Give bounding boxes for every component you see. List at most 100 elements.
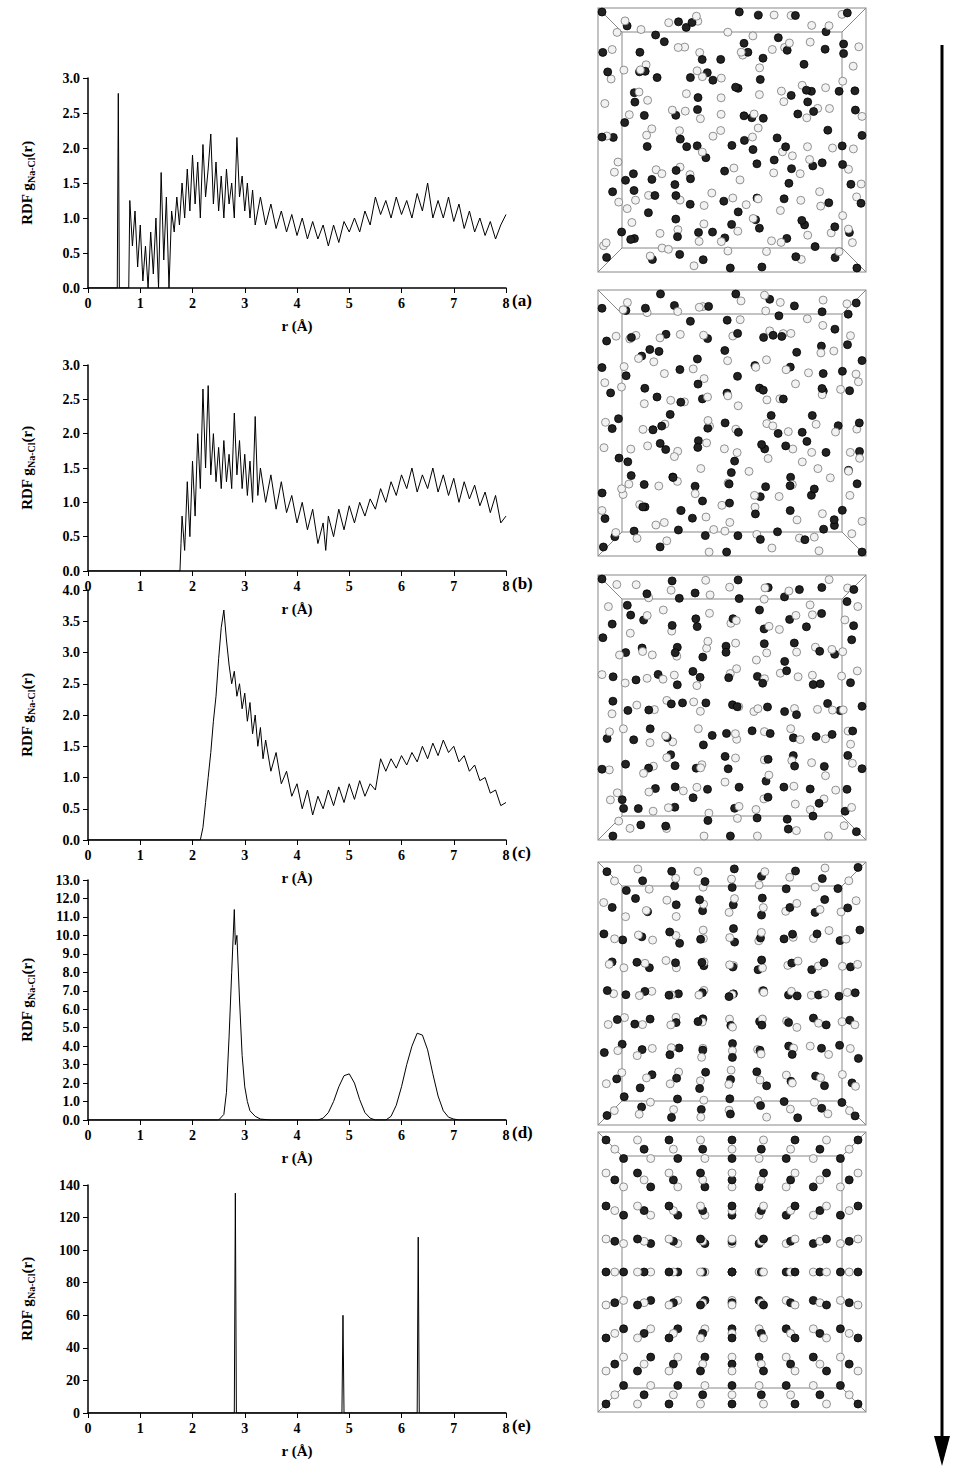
svg-text:80: 80	[66, 1275, 80, 1290]
svg-text:Na-Cl: Na-Cl	[26, 689, 37, 715]
svg-text:2: 2	[189, 296, 196, 311]
svg-text:0.5: 0.5	[63, 529, 81, 544]
svg-text:(r): (r)	[19, 958, 36, 975]
svg-text:r (Å): r (Å)	[282, 1150, 313, 1167]
svg-text:0.0: 0.0	[63, 833, 81, 848]
svg-text:0: 0	[85, 1128, 92, 1143]
svg-text:2: 2	[189, 848, 196, 863]
svg-text:140: 140	[59, 1178, 80, 1193]
svg-text:RDF g: RDF g	[19, 1299, 35, 1341]
svg-text:5.0: 5.0	[63, 1020, 81, 1035]
svg-text:1.0: 1.0	[63, 495, 81, 510]
svg-text:2.0: 2.0	[63, 141, 81, 156]
svg-text:2.0: 2.0	[63, 708, 81, 723]
svg-text:1.5: 1.5	[63, 176, 81, 191]
svg-text:RDF g: RDF g	[19, 468, 35, 510]
svg-text:8: 8	[503, 1421, 510, 1436]
svg-text:r (Å): r (Å)	[282, 870, 313, 887]
svg-text:5: 5	[346, 579, 353, 594]
svg-text:5: 5	[346, 848, 353, 863]
svg-text:(c): (c)	[512, 843, 531, 862]
svg-text:2: 2	[189, 1421, 196, 1436]
svg-text:7: 7	[450, 579, 457, 594]
svg-text:Na-Cl: Na-Cl	[26, 442, 37, 468]
svg-text:(a): (a)	[512, 291, 532, 310]
svg-text:8: 8	[503, 296, 510, 311]
svg-text:120: 120	[59, 1210, 80, 1225]
svg-text:20: 20	[66, 1373, 80, 1388]
svg-text:13.0: 13.0	[56, 873, 81, 888]
svg-text:RDF g: RDF g	[19, 715, 35, 757]
svg-text:8: 8	[503, 1128, 510, 1143]
svg-text:7: 7	[450, 1128, 457, 1143]
svg-text:6: 6	[398, 579, 405, 594]
svg-text:(d): (d)	[512, 1123, 533, 1142]
svg-text:0.0: 0.0	[63, 1113, 81, 1128]
svg-text:(b): (b)	[512, 574, 533, 593]
svg-text:2.0: 2.0	[63, 1076, 81, 1091]
svg-text:Na-Cl: Na-Cl	[26, 157, 37, 183]
svg-text:4.0: 4.0	[63, 583, 81, 598]
svg-text:1: 1	[137, 1421, 144, 1436]
svg-text:2: 2	[189, 1128, 196, 1143]
svg-text:0: 0	[85, 848, 92, 863]
svg-text:60: 60	[66, 1308, 80, 1323]
svg-text:(r): (r)	[19, 1257, 36, 1274]
svg-text:3: 3	[241, 296, 248, 311]
svg-text:3.5: 3.5	[63, 614, 81, 629]
svg-text:1.0: 1.0	[63, 1094, 81, 1109]
svg-text:3.0: 3.0	[63, 358, 81, 373]
svg-text:4: 4	[294, 296, 301, 311]
svg-text:1: 1	[137, 296, 144, 311]
svg-text:8: 8	[503, 848, 510, 863]
svg-text:0: 0	[73, 1406, 80, 1421]
svg-text:0: 0	[85, 579, 92, 594]
svg-text:0.5: 0.5	[63, 246, 81, 261]
svg-text:6: 6	[398, 1128, 405, 1143]
svg-text:11.0: 11.0	[56, 909, 80, 924]
svg-text:3.0: 3.0	[63, 1057, 81, 1072]
svg-text:7: 7	[450, 296, 457, 311]
svg-text:(r): (r)	[19, 673, 36, 690]
svg-text:6: 6	[398, 1421, 405, 1436]
svg-text:0: 0	[85, 1421, 92, 1436]
svg-text:Na-Cl: Na-Cl	[26, 1273, 37, 1299]
svg-text:6: 6	[398, 296, 405, 311]
svg-text:r (Å): r (Å)	[282, 601, 313, 618]
svg-text:2.5: 2.5	[63, 392, 81, 407]
svg-text:10.0: 10.0	[56, 928, 81, 943]
svg-text:1.0: 1.0	[63, 211, 81, 226]
svg-text:2: 2	[189, 579, 196, 594]
svg-text:(r): (r)	[19, 141, 36, 158]
svg-text:4.0: 4.0	[63, 1039, 81, 1054]
svg-text:3: 3	[241, 579, 248, 594]
svg-text:4: 4	[294, 1421, 301, 1436]
svg-text:3: 3	[241, 1128, 248, 1143]
svg-text:12.0: 12.0	[56, 891, 81, 906]
svg-text:0.0: 0.0	[63, 281, 81, 296]
svg-text:r (Å): r (Å)	[282, 1443, 313, 1460]
svg-text:5: 5	[346, 1128, 353, 1143]
svg-text:7: 7	[450, 1421, 457, 1436]
svg-text:(e): (e)	[512, 1416, 531, 1435]
svg-text:7.0: 7.0	[63, 983, 81, 998]
svg-text:4: 4	[294, 1128, 301, 1143]
svg-text:2.5: 2.5	[63, 106, 81, 121]
svg-text:4: 4	[294, 848, 301, 863]
svg-text:1.5: 1.5	[63, 461, 81, 476]
svg-text:9.0: 9.0	[63, 946, 81, 961]
svg-text:8: 8	[503, 579, 510, 594]
svg-text:3.0: 3.0	[63, 645, 81, 660]
svg-text:3: 3	[241, 848, 248, 863]
svg-text:7: 7	[450, 848, 457, 863]
svg-text:6.0: 6.0	[63, 1002, 81, 1017]
svg-text:5: 5	[346, 296, 353, 311]
svg-text:5: 5	[346, 1421, 353, 1436]
svg-text:(r): (r)	[19, 426, 36, 443]
svg-text:RDF g: RDF g	[19, 183, 35, 225]
svg-text:6: 6	[398, 848, 405, 863]
svg-text:1: 1	[137, 579, 144, 594]
svg-text:100: 100	[59, 1243, 80, 1258]
svg-text:Na-Cl: Na-Cl	[26, 974, 37, 1000]
svg-text:r (Å): r (Å)	[282, 318, 313, 335]
